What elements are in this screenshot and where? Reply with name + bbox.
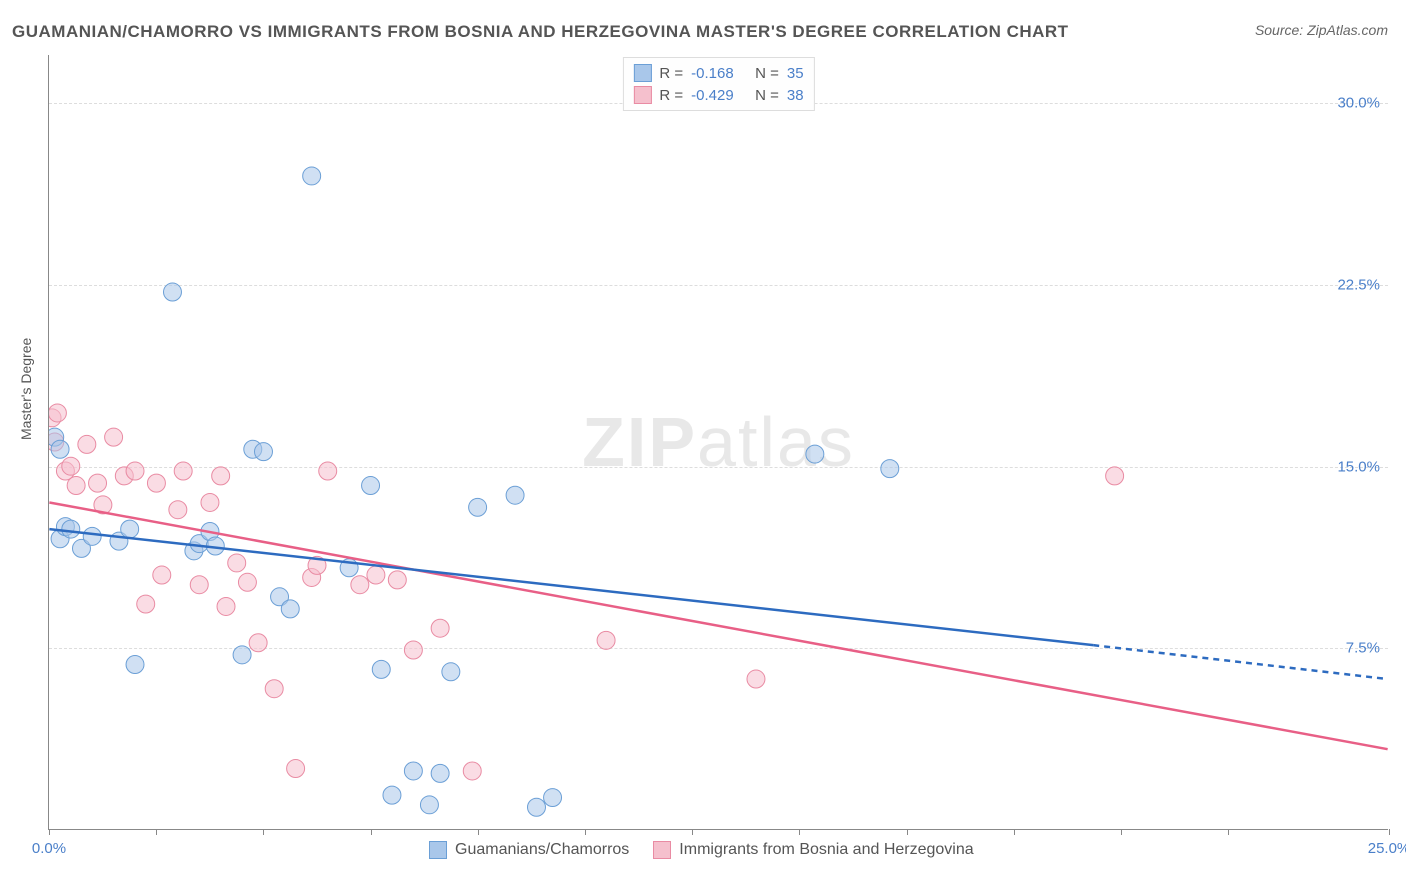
x-tick [263,829,264,835]
n-value: 38 [787,87,804,104]
x-tick [799,829,800,835]
legend-swatch [429,841,447,859]
chart-container: GUAMANIAN/CHAMORRO VS IMMIGRANTS FROM BO… [0,0,1406,892]
plot-area: ZIPatlas 7.5%15.0%22.5%30.0% 0.0%25.0% R… [48,55,1388,830]
legend-series: Guamanians/Chamorros Immigrants from Bosn… [429,841,974,859]
scatter-point [201,493,219,511]
legend-stat-row: R = -0.168 N = 35 [633,62,803,84]
scatter-point [881,460,899,478]
scatter-point [303,167,321,185]
r-label: R = [659,65,683,82]
x-tick [49,829,50,835]
n-label: N = [755,65,779,82]
legend-swatch [633,64,651,82]
r-value: -0.168 [691,65,747,82]
scatter-point [51,440,69,458]
scatter-point [212,467,230,485]
scatter-point [319,462,337,480]
scatter-point [137,595,155,613]
legend-swatch [633,86,651,104]
scatter-point [597,631,615,649]
legend-stats-box: R = -0.168 N = 35 R = -0.429 N = 38 [622,57,814,111]
x-tick-label: 25.0% [1368,840,1406,857]
x-tick [1121,829,1122,835]
scatter-point [254,443,272,461]
scatter-point [431,764,449,782]
scatter-point [404,762,422,780]
trend-line [49,502,1387,749]
scatter-point [49,404,66,422]
x-tick [585,829,586,835]
scatter-point [249,634,267,652]
scatter-point [469,498,487,516]
scatter-point [351,576,369,594]
n-value: 35 [787,65,804,82]
r-value: -0.429 [691,87,747,104]
x-tick [692,829,693,835]
scatter-plot-svg [49,55,1388,829]
scatter-point [233,646,251,664]
x-tick-label: 0.0% [32,840,66,857]
scatter-point [169,501,187,519]
scatter-point [238,573,256,591]
scatter-point [281,600,299,618]
scatter-point [153,566,171,584]
x-tick [1228,829,1229,835]
legend-series-item: Guamanians/Chamorros [429,841,629,859]
scatter-point [388,571,406,589]
scatter-point [83,527,101,545]
scatter-point [506,486,524,504]
scatter-point [89,474,107,492]
scatter-point [747,670,765,688]
scatter-point [383,786,401,804]
legend-series-label: Immigrants from Bosnia and Herzegovina [679,841,973,859]
r-label: R = [659,87,683,104]
x-tick [371,829,372,835]
scatter-point [105,428,123,446]
scatter-point [463,762,481,780]
y-axis-title: Master's Degree [18,338,34,440]
scatter-point [147,474,165,492]
x-tick [1014,829,1015,835]
scatter-point [62,520,80,538]
scatter-point [126,462,144,480]
scatter-point [190,576,208,594]
scatter-point [67,477,85,495]
legend-series-label: Guamanians/Chamorros [455,841,629,859]
scatter-point [1106,467,1124,485]
scatter-point [367,566,385,584]
x-tick [478,829,479,835]
scatter-point [126,656,144,674]
scatter-point [431,619,449,637]
legend-series-item: Immigrants from Bosnia and Herzegovina [653,841,973,859]
n-label: N = [755,87,779,104]
scatter-point [442,663,460,681]
scatter-point [265,680,283,698]
x-tick [156,829,157,835]
scatter-point [420,796,438,814]
scatter-point [121,520,139,538]
x-tick [1389,829,1390,835]
legend-swatch [653,841,671,859]
scatter-point [163,283,181,301]
legend-stat-row: R = -0.429 N = 38 [633,84,803,106]
scatter-point [404,641,422,659]
scatter-point [78,435,96,453]
scatter-point [174,462,192,480]
scatter-point [62,457,80,475]
scatter-point [544,789,562,807]
scatter-point [362,477,380,495]
source-attribution: Source: ZipAtlas.com [1255,22,1388,38]
x-tick [907,829,908,835]
scatter-point [217,597,235,615]
chart-title: GUAMANIAN/CHAMORRO VS IMMIGRANTS FROM BO… [12,22,1069,42]
trend-line [1093,645,1387,679]
scatter-point [806,445,824,463]
scatter-point [528,798,546,816]
scatter-point [228,554,246,572]
scatter-point [287,760,305,778]
scatter-point [372,660,390,678]
